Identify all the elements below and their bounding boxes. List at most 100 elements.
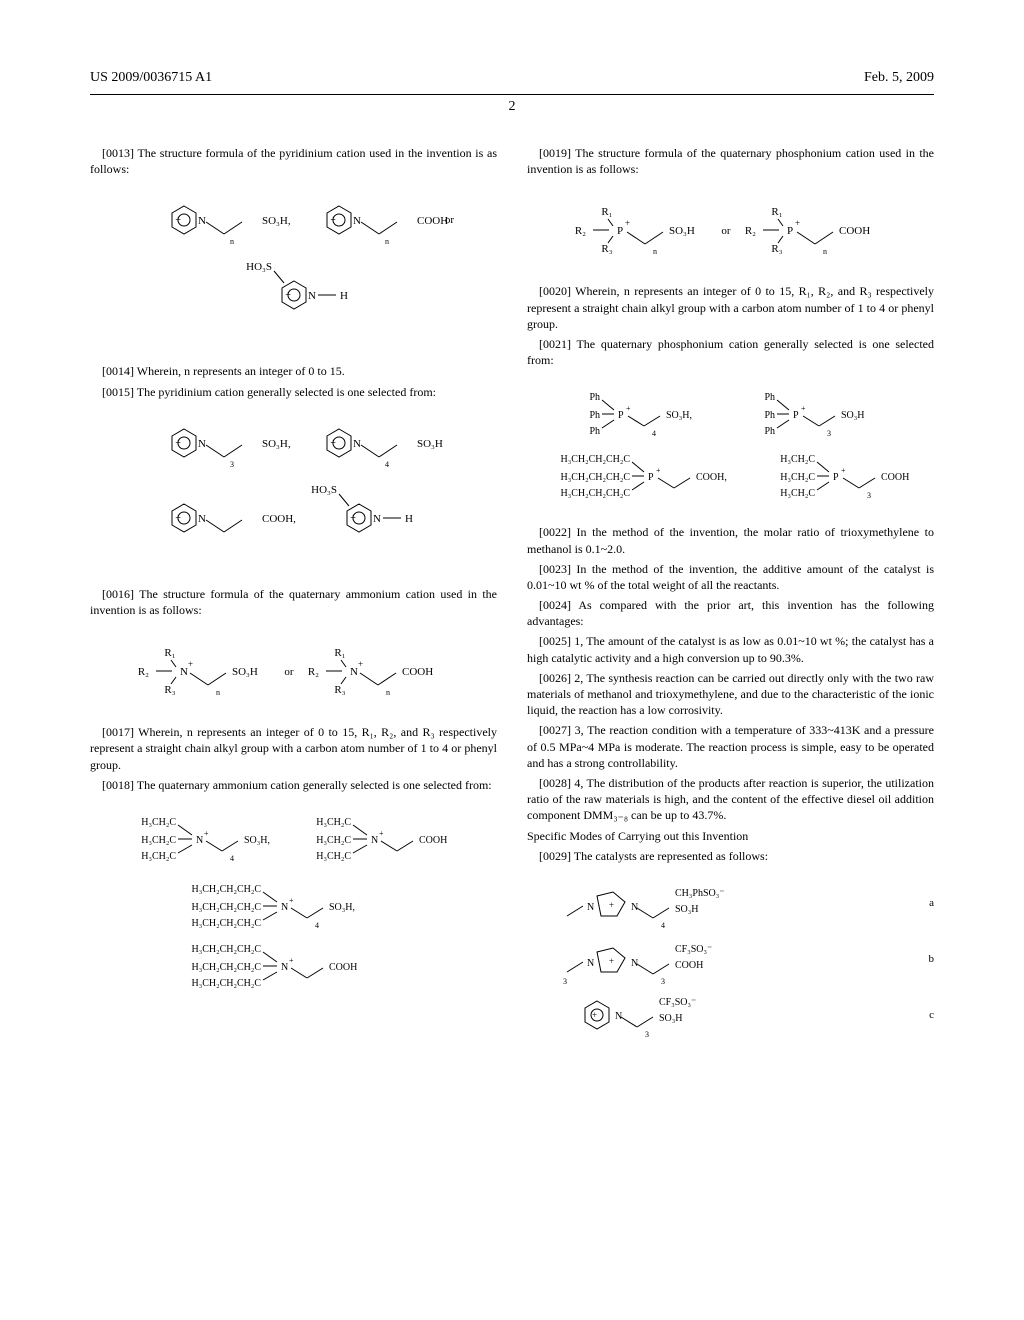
svg-text:N: N [350, 666, 358, 678]
svg-text:COOH: COOH [329, 962, 357, 973]
svg-text:N: N [281, 902, 288, 913]
svg-text:N: N [631, 902, 638, 913]
svg-text:+: + [350, 513, 356, 524]
svg-text:+: + [204, 829, 209, 838]
svg-text:SO₃H: SO₃H [232, 666, 258, 678]
catalyst-label-b: b [909, 951, 935, 968]
svg-text:+: + [289, 956, 294, 965]
svg-text:4: 4 [315, 921, 319, 930]
para-0024: [0024] As compared with the prior art, t… [527, 597, 934, 629]
svg-text:R₁: R₁ [601, 206, 612, 218]
svg-text:H₃CH₂C: H₃CH₂C [316, 835, 351, 846]
svg-text:SO₃H: SO₃H [417, 438, 443, 450]
svg-text:+: + [592, 1010, 597, 1020]
svg-text:H₃CH₂CH₂CH₂C: H₃CH₂CH₂CH₂C [560, 454, 630, 465]
para-0028: [0028] 4, The distribution of the produc… [527, 775, 934, 824]
svg-text:N: N [180, 666, 188, 678]
svg-text:COOH: COOH [839, 225, 870, 237]
svg-text:P: P [648, 472, 654, 483]
svg-text:H₃CH₂C: H₃CH₂C [141, 851, 176, 862]
publication-number: US 2009/0036715 A1 [90, 70, 212, 86]
svg-text:Ph: Ph [764, 392, 775, 403]
svg-text:or: or [284, 666, 294, 678]
svg-text:P: P [833, 472, 839, 483]
svg-text:H₃CH₂C: H₃CH₂C [316, 817, 351, 828]
svg-text:+: + [625, 218, 630, 228]
svg-text:N: N [631, 958, 638, 969]
svg-text:+: + [188, 659, 193, 669]
svg-text:H₃CH₂CH₂CH₂C: H₃CH₂CH₂CH₂C [191, 902, 261, 913]
para-0027: [0027] 3, The reaction condition with a … [527, 722, 934, 771]
svg-text:H₃CH₂CH₂CH₂C: H₃CH₂CH₂CH₂C [191, 944, 261, 955]
left-column: [0013] The structure formula of the pyri… [90, 145, 497, 1058]
svg-text:4: 4 [661, 921, 665, 928]
svg-text:H₃CH₂C: H₃CH₂C [780, 488, 815, 499]
para-0025: [0025] 1, The amount of the catalyst is … [527, 633, 934, 665]
svg-text:H₃CH₂C: H₃CH₂C [141, 817, 176, 828]
chem-phosphonium-generic: R₁ R₂ R₃ P + n SO₃H [527, 195, 934, 265]
svg-text:H₃CH₂C: H₃CH₂C [780, 472, 815, 483]
svg-text:R₃: R₃ [771, 243, 782, 255]
svg-text:N: N [353, 438, 361, 450]
svg-text:HO₃S: HO₃S [246, 261, 272, 273]
svg-text:N: N [198, 513, 206, 525]
chem-ammonium-generic: R₁ R₂ R₃ N + n SO₃H [90, 636, 497, 706]
svg-text:N: N [198, 438, 206, 450]
svg-text:or: or [721, 225, 731, 237]
svg-text:+: + [358, 659, 363, 669]
svg-text:P: P [618, 410, 624, 421]
svg-text:4: 4 [652, 429, 656, 438]
chem-catalysts: N + N 4 SO₃H CH₃PhSO₃⁻ [527, 878, 934, 1040]
svg-text:3: 3 [645, 1030, 649, 1039]
svg-text:R₁: R₁ [164, 647, 175, 659]
svg-text:R₁: R₁ [334, 647, 345, 659]
svg-text:COOH: COOH [881, 472, 909, 483]
svg-text:n: n [653, 247, 657, 256]
svg-text:+: + [175, 438, 181, 449]
svg-text:Ph: Ph [589, 410, 600, 421]
svg-text:P: P [793, 410, 799, 421]
svg-text:+: + [609, 956, 614, 966]
svg-text:R₂: R₂ [307, 666, 318, 678]
svg-text:COOH: COOH [675, 960, 703, 971]
svg-text:n: n [216, 688, 220, 697]
para-0017: [0017] Wherein, n represents an integer … [90, 724, 497, 773]
svg-text:3: 3 [827, 429, 831, 438]
svg-text:N: N [587, 958, 594, 969]
svg-text:+: + [801, 404, 806, 413]
svg-text:CF₃SO₃⁻: CF₃SO₃⁻ [659, 997, 696, 1008]
svg-text:H₃CH₂CH₂CH₂C: H₃CH₂CH₂CH₂C [191, 884, 261, 895]
svg-text:P: P [617, 225, 623, 237]
svg-text:H₃CH₂C: H₃CH₂C [141, 835, 176, 846]
svg-text:N: N [353, 215, 361, 227]
svg-text:COOH: COOH [402, 666, 433, 678]
svg-text:+: + [379, 829, 384, 838]
svg-text:+: + [175, 215, 181, 226]
svg-text:CF₃SO₃⁻: CF₃SO₃⁻ [675, 944, 712, 955]
svg-text:H₃CH₂CH₂CH₂C: H₃CH₂CH₂CH₂C [191, 962, 261, 973]
svg-text:R₃: R₃ [334, 684, 345, 696]
para-0013: [0013] The structure formula of the pyri… [90, 145, 497, 177]
svg-text:R₃: R₃ [164, 684, 175, 696]
svg-text:+: + [285, 290, 291, 301]
svg-text:COOH,: COOH, [696, 472, 727, 483]
svg-text:H: H [340, 290, 348, 302]
svg-text:+: + [289, 896, 294, 905]
svg-text:SO₃H,: SO₃H, [244, 835, 270, 846]
svg-text:SO₃H,: SO₃H, [262, 215, 291, 227]
svg-text:SO₃H,: SO₃H, [262, 438, 291, 450]
svg-text:N: N [371, 835, 378, 846]
chem-pyridinium-generic: + N n SO₃H, + N [90, 195, 497, 345]
svg-text:N: N [373, 513, 381, 525]
catalyst-label-a: a [909, 895, 934, 912]
svg-text:4: 4 [230, 854, 234, 863]
svg-text:Ph: Ph [764, 426, 775, 437]
svg-text:+: + [175, 513, 181, 524]
para-0019: [0019] The structure formula of the quat… [527, 145, 934, 177]
svg-text:H₃CH₂CH₂CH₂C: H₃CH₂CH₂CH₂C [191, 978, 261, 989]
svg-text:N: N [308, 290, 316, 302]
para-0026: [0026] 2, The synthesis reaction can be … [527, 670, 934, 719]
svg-text:3: 3 [563, 977, 567, 984]
svg-text:SO₃H,: SO₃H, [329, 902, 355, 913]
svg-text:H₃CH₂C: H₃CH₂C [780, 454, 815, 465]
